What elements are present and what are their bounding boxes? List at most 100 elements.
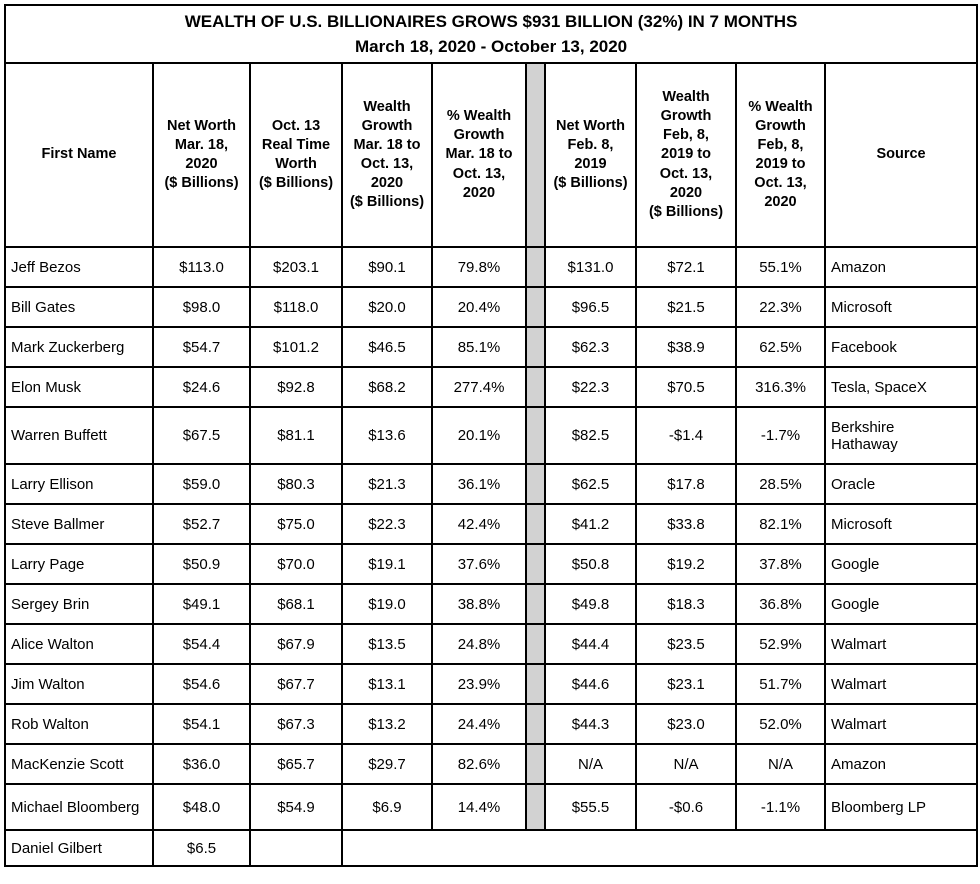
source-cell: Walmart: [823, 623, 979, 665]
value-cell: -1.1%: [735, 783, 826, 831]
value-cell: $82.5: [544, 406, 637, 465]
value-cell: $131.0: [544, 246, 637, 288]
value-cell: 316.3%: [735, 366, 826, 408]
value-cell: $48.0: [152, 783, 251, 831]
value-cell: $13.5: [341, 623, 433, 665]
value-cell-empty: [249, 829, 343, 867]
value-cell: $23.5: [635, 623, 737, 665]
source-cell: Oracle: [823, 463, 979, 505]
value-cell: $23.1: [635, 663, 737, 705]
title-line-2: March 18, 2020 - October 13, 2020: [354, 37, 628, 56]
value-cell: $19.2: [635, 543, 737, 585]
value-cell: 42.4%: [431, 503, 527, 545]
value-cell: 52.9%: [735, 623, 826, 665]
spacer-cell: [525, 463, 546, 505]
value-cell: 37.6%: [431, 543, 527, 585]
value-cell: $13.1: [341, 663, 433, 705]
spacer-cell: [525, 623, 546, 665]
value-cell: $6.5: [152, 829, 251, 867]
table-title: WEALTH OF U.S. BILLIONAIRES GROWS $931 B…: [3, 4, 979, 64]
value-cell: $62.3: [544, 326, 637, 368]
spacer-cell: [525, 366, 546, 408]
first-name-cell: Mark Zuckerberg: [4, 326, 154, 368]
spacer-cell: [525, 286, 546, 328]
table-row: Larry Ellison $59.0 $80.3 $21.3 36.1% $62.5 $1…: [4, 463, 979, 505]
first-name-cell: Larry Page: [4, 543, 154, 585]
value-cell: $90.1: [341, 246, 433, 288]
source-cell: Amazon: [823, 246, 979, 288]
spacer-cell: [525, 543, 546, 585]
value-cell: 85.1%: [431, 326, 527, 368]
value-cell: -1.7%: [735, 406, 826, 465]
header-first-name: First Name: [4, 62, 154, 248]
source-cell: Facebook: [823, 326, 979, 368]
value-cell: $13.2: [341, 703, 433, 745]
source-cell: Walmart: [823, 703, 979, 745]
value-cell: $21.3: [341, 463, 433, 505]
value-cell: $19.1: [341, 543, 433, 585]
value-cell: $75.0: [249, 503, 343, 545]
value-cell: $41.2: [544, 503, 637, 545]
value-cell: $50.9: [152, 543, 251, 585]
value-cell: $54.7: [152, 326, 251, 368]
value-cell: 23.9%: [431, 663, 527, 705]
source-cell: Microsoft: [823, 503, 979, 545]
table-row: Jeff Bezos $113.0 $203.1 $90.1 79.8% $131.0 $7…: [4, 246, 979, 288]
first-name-cell: Jeff Bezos: [4, 246, 154, 288]
spacer-cell: [525, 503, 546, 545]
value-cell: $54.9: [249, 783, 343, 831]
first-name-cell: Michael Bloomberg: [4, 783, 154, 831]
spacer-cell: [525, 583, 546, 625]
table-row: Mark Zuckerberg $54.7 $101.2 $46.5 85.1% $62.…: [4, 326, 979, 368]
value-cell: 38.8%: [431, 583, 527, 625]
value-cell: 82.6%: [431, 743, 527, 785]
table-row: Elon Musk $24.6 $92.8 $68.2 277.4% $22.3 $70.5…: [4, 366, 979, 408]
table-row: Michael Bloomberg $48.0 $54.9 $6.9 14.4% $55.…: [4, 783, 979, 831]
value-cell: $54.1: [152, 703, 251, 745]
table-row: Larry Page $50.9 $70.0 $19.1 37.6% $50.8 $19.2…: [4, 543, 979, 585]
header-networth-mar18: Net Worth Mar. 18, 2020 ($ Billions): [152, 62, 251, 248]
table-row: Sergey Brin $49.1 $68.1 $19.0 38.8% $49.8 $18.…: [4, 583, 979, 625]
value-cell: $72.1: [635, 246, 737, 288]
value-cell: $49.1: [152, 583, 251, 625]
value-cell: $54.4: [152, 623, 251, 665]
value-cell: $101.2: [249, 326, 343, 368]
value-cell: 28.5%: [735, 463, 826, 505]
value-cell: $22.3: [341, 503, 433, 545]
value-cell: $36.0: [152, 743, 251, 785]
value-cell: $68.2: [341, 366, 433, 408]
table-row: MacKenzie Scott $36.0 $65.7 $29.7 82.6% N/A N/…: [4, 743, 979, 785]
spacer-column-header: [525, 62, 546, 248]
value-cell: 22.3%: [735, 286, 826, 328]
value-cell: N/A: [635, 743, 737, 785]
value-cell: $98.0: [152, 286, 251, 328]
value-cell: $96.5: [544, 286, 637, 328]
value-cell: 20.1%: [431, 406, 527, 465]
first-name-cell: Elon Musk: [4, 366, 154, 408]
table-row: Jim Walton $54.6 $67.7 $13.1 23.9% $44.6 $23.1…: [4, 663, 979, 705]
value-cell: 55.1%: [735, 246, 826, 288]
title-row: WEALTH OF U.S. BILLIONAIRES GROWS $931 B…: [3, 4, 979, 64]
value-cell: $49.8: [544, 583, 637, 625]
first-name-cell: Rob Walton: [4, 703, 154, 745]
value-cell: $21.5: [635, 286, 737, 328]
value-cell: 62.5%: [735, 326, 826, 368]
value-cell: 277.4%: [431, 366, 527, 408]
first-name-cell: MacKenzie Scott: [4, 743, 154, 785]
value-cell: $92.8: [249, 366, 343, 408]
source-cell: Tesla, SpaceX: [823, 366, 979, 408]
value-cell: 79.8%: [431, 246, 527, 288]
spacer-cell: [525, 406, 546, 465]
spacer-cell: [525, 246, 546, 288]
value-cell: $22.3: [544, 366, 637, 408]
value-cell: $50.8: [544, 543, 637, 585]
value-cell: $70.5: [635, 366, 737, 408]
value-cell: $67.5: [152, 406, 251, 465]
value-cell: $80.3: [249, 463, 343, 505]
header-row: First Name Net Worth Mar. 18, 2020 ($ Bi…: [4, 62, 979, 248]
first-name-cell: Steve Ballmer: [4, 503, 154, 545]
value-cell: 51.7%: [735, 663, 826, 705]
value-cell: 52.0%: [735, 703, 826, 745]
value-cell: $68.1: [249, 583, 343, 625]
